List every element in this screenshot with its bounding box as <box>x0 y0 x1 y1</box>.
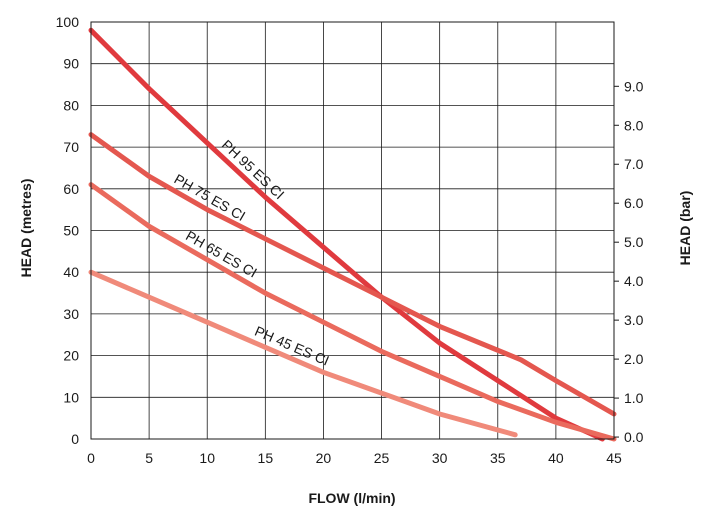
series-line <box>88 182 617 442</box>
y-tick-label: 70 <box>63 139 79 155</box>
series-label: PH 95 ES CI <box>219 136 288 202</box>
series-line <box>88 27 605 442</box>
y-tick-label: 50 <box>63 223 79 239</box>
x-tick-label: 15 <box>258 450 274 466</box>
y2-tick-label: 9.0 <box>624 78 644 94</box>
x-tick-label: 5 <box>145 450 153 466</box>
series-line <box>88 269 518 438</box>
y2-axis-title: HEAD (bar) <box>677 191 693 266</box>
y-tick-label: 80 <box>63 97 79 113</box>
y-tick-label: 40 <box>63 264 79 280</box>
x-tick-label: 0 <box>87 450 95 466</box>
series-line <box>88 132 617 417</box>
y2-tick-label: 8.0 <box>624 117 644 133</box>
y2-tick-label: 2.0 <box>624 351 644 367</box>
y2-tick-label: 1.0 <box>624 390 644 406</box>
y-axis-title: HEAD (metres) <box>18 179 34 278</box>
series-lines <box>88 27 617 442</box>
x-axis-title: FLOW (l/min) <box>308 490 395 506</box>
x-tick-label: 35 <box>490 450 506 466</box>
y-tick-label: 10 <box>63 389 79 405</box>
plot-frame <box>90 21 615 440</box>
y2-tick-label: 0.0 <box>624 429 644 445</box>
y-tick-label: 60 <box>63 181 79 197</box>
x-tick-label: 30 <box>432 450 448 466</box>
x-axis-ticks: 0 5 10 15 20 25 30 35 40 45 <box>87 450 622 466</box>
x-tick-label: 40 <box>548 450 564 466</box>
y-tick-label: 90 <box>63 56 79 72</box>
y-tick-label: 100 <box>56 14 80 30</box>
grid <box>90 21 615 440</box>
x-tick-label: 10 <box>199 450 215 466</box>
y2-tick-label: 5.0 <box>624 234 644 250</box>
x-tick-label: 20 <box>316 450 332 466</box>
y-tick-label: 20 <box>63 348 79 364</box>
y2-tick-label: 4.0 <box>624 273 644 289</box>
x-tick-label: 45 <box>606 450 622 466</box>
y2-tick-label: 6.0 <box>624 195 644 211</box>
y-tick-label: 0 <box>71 431 79 447</box>
plot-border <box>90 21 615 440</box>
y2-axis-ticks: 0.0 1.0 2.0 3.0 4.0 5.0 6.0 7.0 8.0 9.0 <box>614 78 644 445</box>
y-axis-ticks: 0 10 20 30 40 50 60 70 80 90 100 <box>56 14 80 447</box>
y-tick-label: 30 <box>63 306 79 322</box>
y2-tick-label: 7.0 <box>624 156 644 172</box>
x-tick-label: 25 <box>374 450 390 466</box>
y2-tick-label: 3.0 <box>624 312 644 328</box>
